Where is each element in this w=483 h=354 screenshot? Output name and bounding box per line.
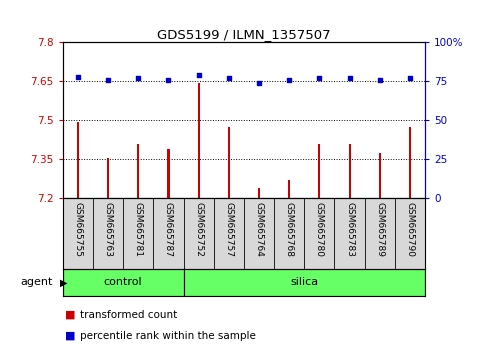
Point (225, 75, 233, 81)
Text: ■: ■ (65, 331, 76, 341)
Text: GSM665755: GSM665755 (73, 202, 83, 257)
Bar (258, 188, 260, 198)
Point (255, 80, 263, 86)
Text: GSM665787: GSM665787 (164, 202, 173, 257)
Text: GSM665764: GSM665764 (255, 202, 264, 257)
Bar (198, 83, 199, 198)
Text: GSM665752: GSM665752 (194, 202, 203, 257)
Text: GSM665781: GSM665781 (134, 202, 143, 257)
Bar (77, 122, 79, 198)
Text: GSM665783: GSM665783 (345, 202, 354, 257)
Bar (107, 158, 109, 198)
Text: GSM665780: GSM665780 (315, 202, 324, 257)
Text: control: control (104, 277, 142, 287)
Point (376, 77, 384, 83)
Point (74, 74, 82, 80)
Text: agent: agent (21, 277, 53, 287)
Text: GSM665763: GSM665763 (103, 202, 113, 257)
Point (346, 75, 354, 81)
Bar (288, 180, 290, 198)
Text: GSM665789: GSM665789 (375, 202, 384, 257)
Point (195, 72, 202, 78)
Bar (168, 149, 170, 198)
Bar (318, 144, 320, 198)
Point (406, 75, 414, 81)
Bar (228, 127, 230, 198)
Point (315, 75, 323, 81)
Bar (349, 144, 351, 198)
Bar (409, 127, 411, 198)
Text: GSM665757: GSM665757 (224, 202, 233, 257)
Text: GSM665768: GSM665768 (284, 202, 294, 257)
Bar (184, 269, 425, 296)
Point (134, 75, 142, 81)
Text: percentile rank within the sample: percentile rank within the sample (80, 331, 256, 341)
Text: silica: silica (290, 277, 318, 287)
Bar (379, 153, 381, 198)
Text: ■: ■ (65, 310, 76, 320)
Bar (63, 269, 184, 296)
Title: GDS5199 / ILMN_1357507: GDS5199 / ILMN_1357507 (157, 28, 331, 41)
Bar (137, 144, 139, 198)
Text: GSM665790: GSM665790 (405, 202, 414, 257)
Point (165, 77, 172, 83)
Point (104, 77, 112, 83)
Text: transformed count: transformed count (80, 310, 177, 320)
Point (285, 77, 293, 83)
Text: ▶: ▶ (60, 277, 68, 287)
